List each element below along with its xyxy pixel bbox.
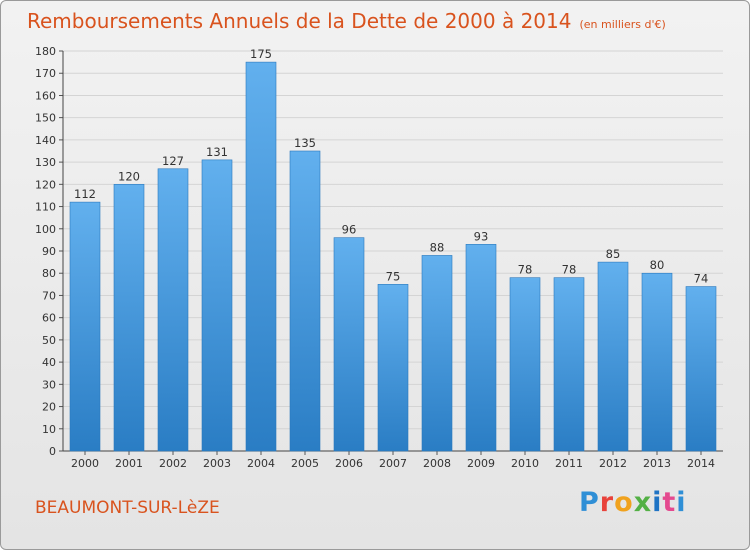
logo-letter: t <box>662 487 677 518</box>
x-tick-label: 2013 <box>643 457 671 470</box>
x-tick-label: 2000 <box>71 457 99 470</box>
bar-value-label: 135 <box>294 136 316 150</box>
bar-value-label: 112 <box>74 187 96 201</box>
x-tick-label: 2010 <box>511 457 539 470</box>
y-tick-label: 30 <box>42 378 56 391</box>
y-tick-label: 120 <box>35 178 56 191</box>
bar <box>333 237 365 452</box>
bar-value-label: 96 <box>342 223 357 237</box>
bar <box>69 201 101 452</box>
y-tick-label: 90 <box>42 245 56 258</box>
chart-unit: (en milliers d'€) <box>579 18 666 31</box>
bar <box>465 244 497 452</box>
logo-letter: x <box>633 487 653 518</box>
bar <box>421 255 453 452</box>
y-tick-label: 110 <box>35 201 56 214</box>
x-tick-label: 2005 <box>291 457 319 470</box>
bar <box>553 277 585 452</box>
x-tick-label: 2012 <box>599 457 627 470</box>
bar <box>201 159 233 452</box>
y-tick-label: 10 <box>42 423 56 436</box>
y-tick-label: 60 <box>42 312 56 325</box>
bar <box>289 150 321 452</box>
bar-value-label: 120 <box>118 169 140 183</box>
x-tick-label: 2009 <box>467 457 495 470</box>
x-tick-label: 2004 <box>247 457 275 470</box>
y-tick-label: 100 <box>35 223 56 236</box>
logo-letter: r <box>599 487 615 518</box>
bar <box>157 168 189 452</box>
y-tick-label: 130 <box>35 156 56 169</box>
y-tick-label: 170 <box>35 67 56 80</box>
bar <box>641 272 673 452</box>
bar-value-label: 75 <box>386 269 401 283</box>
chart-title-text: Remboursements Annuels de la Dette de 20… <box>27 9 572 33</box>
y-tick-label: 70 <box>42 289 56 302</box>
bar <box>685 286 717 452</box>
proxiti-logo: Proxiti <box>579 487 687 518</box>
bar-value-label: 127 <box>162 154 184 168</box>
bar-value-label: 78 <box>562 263 577 277</box>
x-tick-label: 2006 <box>335 457 363 470</box>
bar-value-label: 93 <box>474 229 489 243</box>
x-tick-label: 2007 <box>379 457 407 470</box>
x-tick-label: 2003 <box>203 457 231 470</box>
y-tick-label: 140 <box>35 134 56 147</box>
x-tick-label: 2002 <box>159 457 187 470</box>
labels: 0 10 20 30 40 50 60 70 80 90 100 110 120 130 140 150 160… <box>35 45 715 470</box>
y-tick-label: 50 <box>42 334 56 347</box>
y-tick-label: 160 <box>35 89 56 102</box>
bar <box>113 184 145 452</box>
y-tick-label: 150 <box>35 112 56 125</box>
bar <box>597 261 629 452</box>
x-tick-label: 2001 <box>115 457 143 470</box>
y-tick-label: 80 <box>42 267 56 280</box>
chart-title: Remboursements Annuels de la Dette de 20… <box>27 9 666 33</box>
y-tick-label: 40 <box>42 356 56 369</box>
y-tick-label: 180 <box>35 45 56 58</box>
bar-value-label: 88 <box>430 240 445 254</box>
x-tick-label: 2014 <box>687 457 715 470</box>
commune-name: BEAUMONT-SUR-LèZE <box>35 498 220 518</box>
bar-value-label: 74 <box>694 272 709 286</box>
bar <box>245 61 277 452</box>
logo-letter: o <box>614 487 634 518</box>
y-tick-label: 20 <box>42 401 56 414</box>
x-tick-label: 2011 <box>555 457 583 470</box>
bar <box>377 284 409 452</box>
logo-letter: i <box>652 487 663 518</box>
bar <box>509 277 541 452</box>
bar-value-label: 80 <box>650 258 665 272</box>
bar-value-label: 78 <box>518 263 533 277</box>
logo-letter: i <box>676 487 687 518</box>
bars <box>69 61 717 452</box>
bar-value-label: 175 <box>250 47 272 61</box>
bar-value-label: 85 <box>606 247 621 261</box>
logo-letter: P <box>579 487 600 518</box>
x-tick-label: 2008 <box>423 457 451 470</box>
bar-value-label: 131 <box>206 145 228 159</box>
y-tick-label: 0 <box>49 445 56 458</box>
